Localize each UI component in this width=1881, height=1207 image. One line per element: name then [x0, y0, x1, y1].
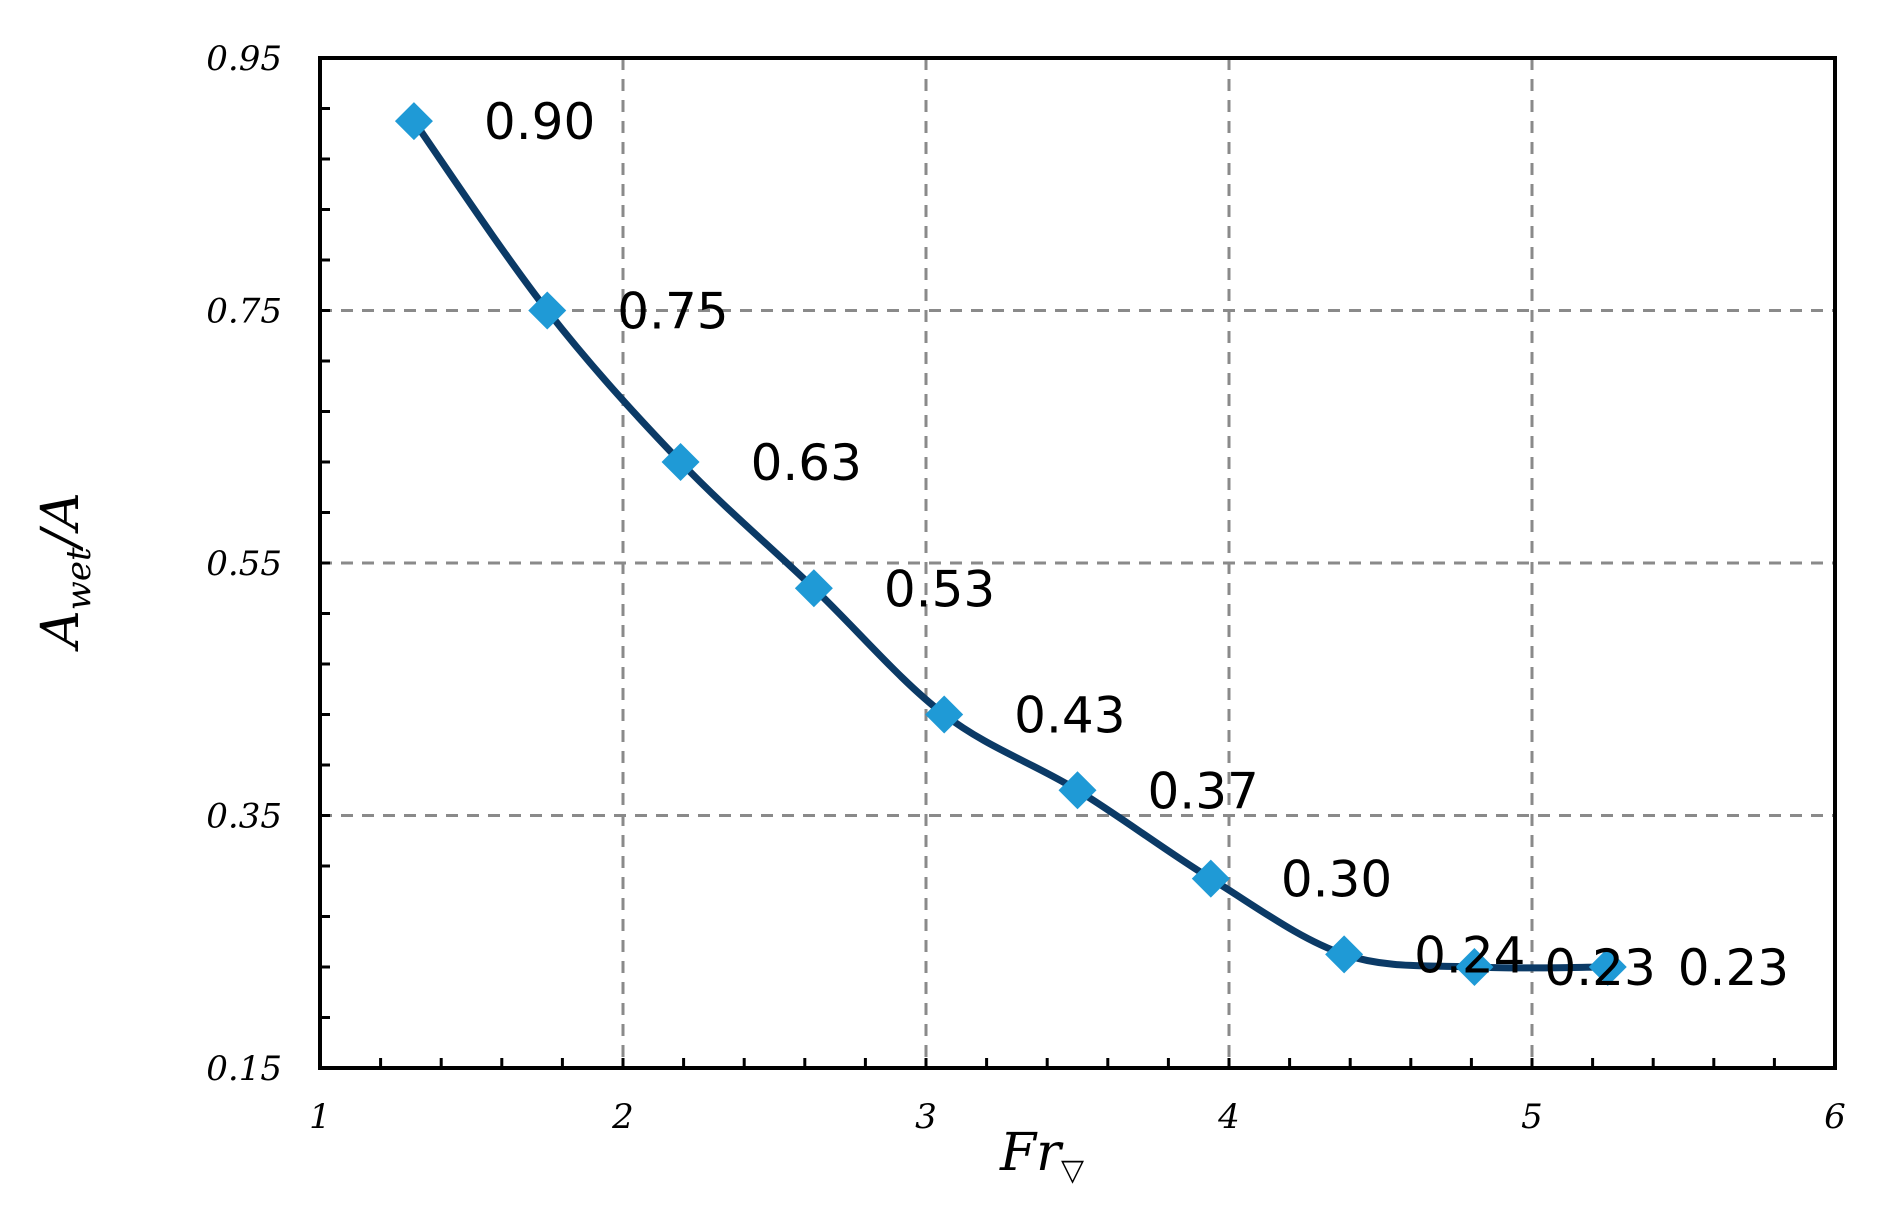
y-tick-label: 0.75 [206, 292, 282, 332]
data-point-marker [925, 695, 964, 734]
y-axis-title-suffix: /A [31, 492, 91, 552]
data-point-marker [1058, 771, 1097, 810]
data-label: 0.43 [1014, 687, 1125, 745]
data-point-marker [394, 102, 433, 141]
series [394, 102, 1627, 986]
data-labels: 0.90 0.75 0.63 0.53 0.43 0.37 0.30 0.24 0.23 0.23 [484, 93, 1789, 997]
data-label: 0.23 [1678, 939, 1789, 997]
grid-lines [320, 58, 1835, 1068]
x-tick-label: 1 [309, 1097, 331, 1137]
y-tick-label: 0.55 [206, 544, 282, 584]
data-point-marker [528, 291, 567, 330]
x-tick-label: 3 [915, 1097, 937, 1137]
data-label: 0.53 [884, 560, 995, 618]
data-label: 0.37 [1148, 762, 1259, 820]
data-point-marker [1325, 935, 1364, 974]
series-line [410, 117, 1612, 972]
x-tick-labels: 1 2 3 4 5 6 [309, 1097, 1846, 1137]
y-tick-label: 0.15 [206, 1049, 282, 1089]
data-label: 0.30 [1281, 851, 1392, 909]
data-point-marker [1191, 859, 1230, 898]
y-axis-title: Awet/A [31, 492, 99, 652]
y-axis-title-sub: wet [59, 547, 99, 610]
y-axis-title-main: A [31, 610, 91, 652]
y-tick-label: 0.95 [206, 39, 282, 79]
data-label: 0.24 [1414, 926, 1525, 984]
x-tick-label: 4 [1217, 1097, 1240, 1137]
data-point-marker [1588, 948, 1627, 986]
data-label: 0.63 [751, 434, 862, 492]
data-point-marker [1455, 948, 1494, 986]
x-tick-label: 2 [611, 1097, 634, 1137]
y-tick-labels: 0.15 0.35 0.55 0.75 0.95 [206, 39, 282, 1089]
data-label: 0.75 [617, 283, 728, 341]
x-tick-label: 5 [1521, 1097, 1543, 1137]
x-axis-title: Fr▽ [999, 1123, 1084, 1188]
x-axis-title-main: Fr [999, 1123, 1064, 1183]
x-tick-label: 6 [1824, 1097, 1846, 1137]
data-label: 0.90 [484, 93, 595, 151]
data-point-marker [794, 569, 833, 608]
plot-area-frame [318, 56, 1837, 1070]
y-tick-label: 0.35 [206, 797, 282, 837]
data-label: 0.23 [1544, 939, 1655, 997]
data-point-marker [661, 443, 700, 481]
x-axis-title-sub: ▽ [1061, 1153, 1084, 1188]
